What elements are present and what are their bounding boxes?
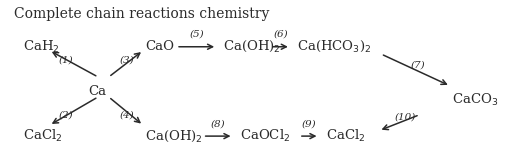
Text: CaCl$_2$: CaCl$_2$	[23, 128, 62, 144]
Text: CaCl$_2$: CaCl$_2$	[326, 128, 365, 144]
Text: (4): (4)	[120, 110, 134, 119]
Text: Ca(OH)$_2$: Ca(OH)$_2$	[146, 129, 203, 144]
Text: Ca(OH)$_2$: Ca(OH)$_2$	[223, 39, 281, 54]
Text: Complete chain reactions chemistry: Complete chain reactions chemistry	[14, 7, 270, 21]
Text: (6): (6)	[273, 30, 288, 39]
Text: (7): (7)	[410, 60, 425, 69]
Text: (5): (5)	[189, 30, 204, 39]
Text: (8): (8)	[211, 119, 225, 128]
Text: Ca(HCO$_3$)$_2$: Ca(HCO$_3$)$_2$	[297, 39, 371, 54]
Text: (3): (3)	[120, 56, 134, 65]
Text: CaOCl$_2$: CaOCl$_2$	[239, 128, 290, 144]
Text: Ca: Ca	[88, 85, 106, 98]
Text: (2): (2)	[58, 110, 73, 119]
Text: CaO: CaO	[146, 40, 174, 53]
Text: (9): (9)	[302, 119, 316, 128]
Text: (1): (1)	[58, 56, 73, 65]
Text: CaH$_2$: CaH$_2$	[23, 39, 59, 55]
Text: (10): (10)	[395, 113, 416, 122]
Text: CaCO$_3$: CaCO$_3$	[453, 92, 499, 108]
